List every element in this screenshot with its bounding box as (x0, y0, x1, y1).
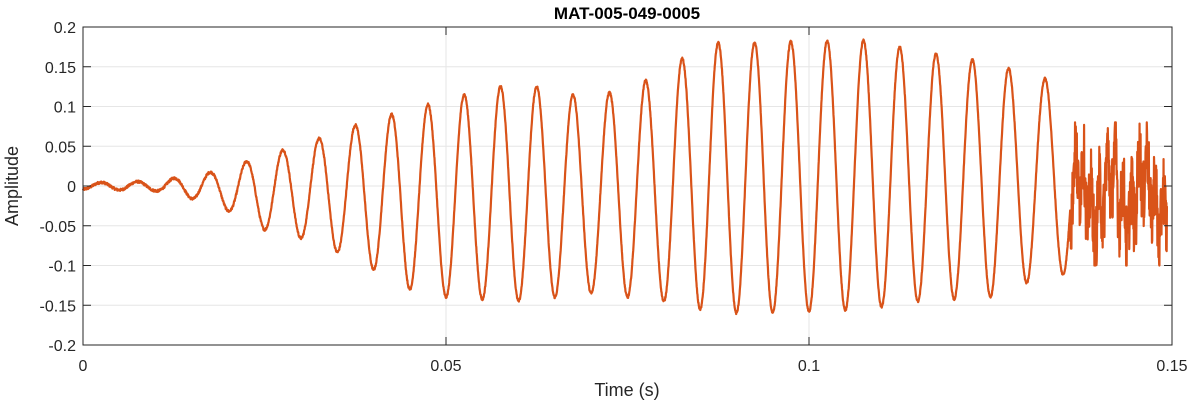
x-tick-label: 0.05 (430, 358, 461, 375)
y-tick-label: 0.15 (45, 60, 76, 77)
y-tick-label: -0.15 (40, 298, 77, 315)
y-tick-label: -0.2 (48, 338, 76, 355)
axis-ticks: 0 0.05 0.1 0.15 -0.2 -0.15 -0.1 -0.05 0 0.05 0.1 0.… (40, 20, 1188, 375)
series-layer (81, 38, 1169, 316)
y-tick-label: -0.05 (40, 219, 77, 236)
x-tick-label: 0 (79, 358, 88, 375)
x-tick-label: 0.1 (798, 358, 820, 375)
x-axis-label: Time (s) (594, 380, 659, 400)
series-line (81, 38, 1169, 316)
y-axis-label: Amplitude (2, 146, 22, 226)
y-tick-label: 0 (67, 179, 76, 196)
y-tick-label: 0.05 (45, 139, 76, 156)
chart-title: MAT-005-049-0005 (554, 4, 700, 23)
x-tick-label: 0.15 (1156, 358, 1187, 375)
y-tick-label: 0.1 (54, 100, 76, 117)
y-tick-label: 0.2 (54, 20, 76, 37)
y-tick-label: -0.1 (48, 259, 76, 276)
